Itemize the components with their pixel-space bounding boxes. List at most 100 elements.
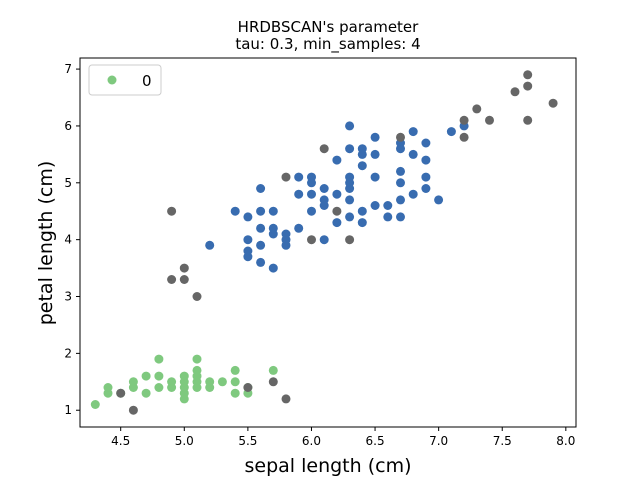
data-point-series-1 [319, 195, 329, 205]
data-point-series-0 [141, 371, 151, 381]
data-point-series-1 [357, 218, 367, 228]
data-point-series-0 [154, 354, 164, 364]
y-tick-label: 4 [64, 233, 72, 247]
legend-marker [107, 75, 117, 85]
data-point-series-0 [103, 383, 113, 392]
data-point-series-1 [256, 257, 266, 267]
data-point-series-1 [268, 263, 278, 273]
x-tick-label: 4.5 [111, 434, 130, 448]
data-point-series-2 [459, 132, 469, 142]
data-point-series-1 [421, 184, 431, 193]
y-axis-ticks: 1 2 3 4 5 6 7 [64, 62, 80, 417]
legend: 0 [88, 64, 162, 96]
data-point-series-1 [332, 155, 342, 165]
data-point-series-1 [345, 172, 355, 182]
data-point-series-2 [396, 132, 405, 142]
data-point-series-2 [332, 206, 342, 216]
data-point-series-1 [383, 212, 393, 222]
y-tick-label: 3 [64, 290, 72, 304]
data-point-series-1 [256, 184, 266, 193]
data-point-series-1 [370, 132, 380, 142]
data-point-series-0 [205, 377, 215, 387]
data-point-series-2 [345, 235, 355, 245]
legend-box [88, 64, 162, 96]
data-point-series-1 [446, 127, 456, 137]
data-point-series-0 [128, 377, 138, 387]
data-point-series-2 [167, 275, 177, 284]
data-point-series-1 [345, 195, 355, 205]
data-point-series-1 [205, 240, 215, 250]
y-tick-label: 7 [64, 62, 72, 76]
data-point-series-1 [345, 144, 355, 154]
data-point-series-1 [243, 235, 253, 245]
data-point-series-1 [319, 184, 329, 193]
data-point-series-2 [319, 144, 329, 154]
data-point-series-1 [408, 127, 418, 137]
data-point-series-2 [472, 104, 482, 114]
data-point-series-0 [217, 377, 227, 387]
data-point-series-1 [396, 178, 405, 188]
data-point-series-1 [307, 206, 316, 216]
data-point-series-0 [230, 377, 240, 387]
data-point-series-2 [179, 275, 189, 284]
data-point-series-1 [434, 195, 444, 205]
data-point-series-0 [268, 365, 278, 375]
data-point-series-1 [268, 223, 278, 233]
x-axis-ticks: 4.5 5.0 5.5 6.0 6.5 7.0 7.5 8.0 [111, 427, 575, 448]
data-point-series-2 [167, 206, 177, 216]
data-point-series-1 [345, 121, 355, 131]
data-point-series-1 [256, 240, 266, 250]
data-point-series-1 [294, 172, 304, 182]
data-point-series-2 [116, 388, 126, 398]
data-point-series-1 [357, 206, 367, 216]
data-point-series-0 [154, 383, 164, 392]
data-point-series-2 [307, 235, 316, 245]
data-point-series-1 [281, 229, 291, 239]
data-point-series-1 [268, 206, 278, 216]
data-point-series-0 [230, 388, 240, 398]
data-point-series-1 [370, 149, 380, 159]
data-point-series-0 [141, 388, 151, 398]
data-point-series-1 [357, 144, 367, 154]
data-point-series-1 [243, 246, 253, 256]
data-point-series-1 [319, 235, 329, 245]
data-point-series-2 [523, 115, 533, 125]
data-point-series-1 [256, 206, 266, 216]
x-axis-label: sepal length (cm) [245, 455, 412, 477]
y-axis-label: petal length (cm) [35, 161, 57, 326]
x-tick-label: 5.5 [238, 434, 257, 448]
y-tick-label: 6 [64, 119, 72, 133]
y-tick-label: 5 [64, 176, 72, 190]
chart-title-line2: tau: 0.3, min_samples: 4 [235, 35, 420, 54]
data-point-series-0 [230, 365, 240, 375]
x-tick-label: 6.5 [366, 434, 385, 448]
data-point-series-2 [268, 377, 278, 387]
x-tick-label: 7.0 [429, 434, 448, 448]
data-point-series-1 [421, 172, 431, 182]
data-point-series-1 [307, 189, 316, 199]
data-point-series-1 [370, 201, 380, 210]
data-point-series-1 [408, 149, 418, 159]
data-point-series-1 [396, 195, 405, 205]
y-tick-label: 2 [64, 346, 72, 360]
data-point-series-2 [459, 115, 469, 125]
data-point-series-1 [396, 212, 405, 222]
data-point-series-2 [128, 405, 138, 415]
x-tick-label: 7.5 [493, 434, 512, 448]
data-point-series-1 [421, 155, 431, 165]
data-point-series-2 [485, 115, 494, 125]
data-point-series-2 [281, 394, 291, 404]
data-point-series-1 [396, 166, 405, 176]
data-point-series-0 [192, 371, 202, 381]
data-point-series-2 [192, 292, 202, 301]
data-point-series-0 [154, 371, 164, 381]
data-point-series-2 [548, 98, 558, 108]
data-point-series-0 [179, 371, 189, 381]
data-point-series-0 [192, 354, 202, 364]
plot-frame [79, 57, 577, 428]
plot-points [90, 70, 558, 415]
data-point-series-2 [523, 70, 533, 80]
x-tick-label: 8.0 [556, 434, 575, 448]
